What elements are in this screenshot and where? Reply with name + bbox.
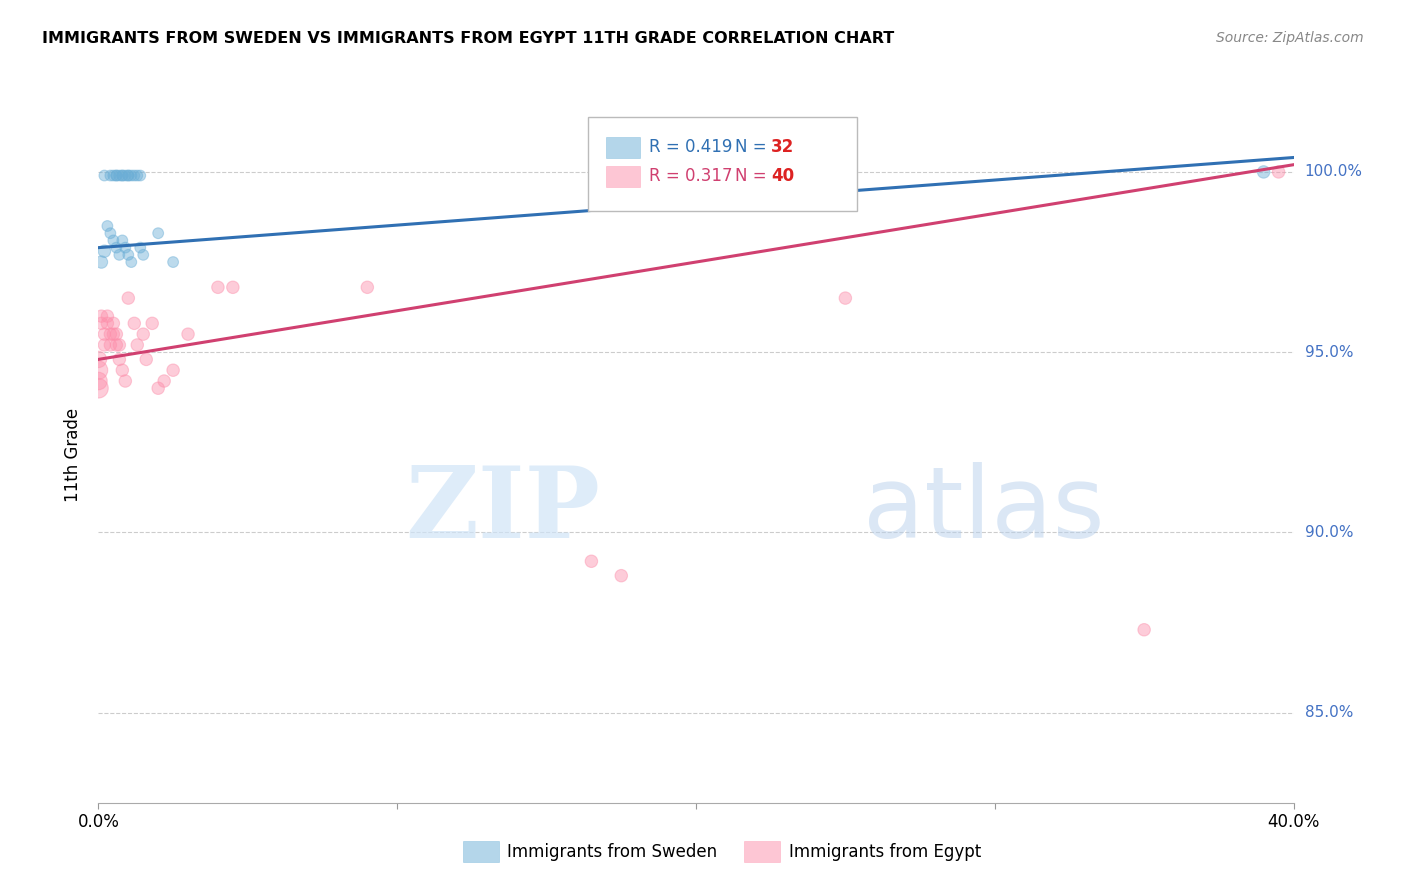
Point bbox=[105, 241, 128, 255]
Point bbox=[124, 316, 146, 330]
Point bbox=[117, 291, 139, 305]
Point bbox=[124, 169, 146, 183]
Point bbox=[132, 327, 155, 342]
Point bbox=[127, 338, 149, 352]
Point bbox=[129, 169, 152, 183]
Point bbox=[1267, 165, 1289, 179]
Point bbox=[120, 255, 142, 269]
Point bbox=[132, 248, 155, 262]
Point bbox=[111, 169, 134, 183]
Point bbox=[96, 309, 118, 323]
Text: atlas: atlas bbox=[863, 462, 1105, 559]
Point bbox=[108, 338, 131, 352]
Point bbox=[108, 169, 131, 183]
Text: 32: 32 bbox=[772, 137, 794, 156]
Point bbox=[127, 169, 149, 183]
Point bbox=[117, 248, 139, 262]
Point bbox=[103, 169, 125, 183]
Text: R = 0.419: R = 0.419 bbox=[650, 137, 733, 156]
Text: 100.0%: 100.0% bbox=[1305, 164, 1362, 179]
Point bbox=[105, 327, 128, 342]
Point bbox=[207, 280, 229, 294]
Point bbox=[356, 280, 378, 294]
Point bbox=[87, 352, 110, 367]
Point bbox=[111, 169, 134, 183]
Point bbox=[1133, 623, 1156, 637]
Point bbox=[111, 363, 134, 377]
Point bbox=[105, 169, 128, 183]
Point bbox=[162, 363, 184, 377]
Text: 90.0%: 90.0% bbox=[1305, 524, 1353, 540]
Point bbox=[90, 309, 112, 323]
Point bbox=[148, 381, 170, 395]
Point bbox=[96, 316, 118, 330]
FancyBboxPatch shape bbox=[588, 118, 858, 211]
Point bbox=[177, 327, 200, 342]
FancyBboxPatch shape bbox=[606, 166, 640, 187]
Point bbox=[834, 291, 856, 305]
Text: N =: N = bbox=[735, 137, 772, 156]
Point bbox=[87, 381, 110, 395]
Point bbox=[148, 226, 170, 240]
Point bbox=[117, 169, 139, 183]
Point bbox=[96, 219, 118, 233]
Point bbox=[93, 338, 115, 352]
Point bbox=[1253, 165, 1275, 179]
Text: 95.0%: 95.0% bbox=[1305, 344, 1353, 359]
Y-axis label: 11th Grade: 11th Grade bbox=[65, 408, 83, 502]
Point bbox=[108, 352, 131, 367]
Text: Source: ZipAtlas.com: Source: ZipAtlas.com bbox=[1216, 31, 1364, 45]
Text: N =: N = bbox=[735, 167, 772, 185]
Point bbox=[103, 234, 125, 248]
Point bbox=[98, 226, 122, 240]
Point bbox=[93, 169, 115, 183]
FancyBboxPatch shape bbox=[744, 841, 779, 862]
Point bbox=[114, 241, 136, 255]
Text: IMMIGRANTS FROM SWEDEN VS IMMIGRANTS FROM EGYPT 11TH GRADE CORRELATION CHART: IMMIGRANTS FROM SWEDEN VS IMMIGRANTS FRO… bbox=[42, 31, 894, 46]
Point bbox=[114, 374, 136, 388]
Point bbox=[820, 172, 842, 186]
Text: 85.0%: 85.0% bbox=[1305, 706, 1353, 720]
Point bbox=[98, 338, 122, 352]
Point bbox=[103, 327, 125, 342]
Point bbox=[162, 255, 184, 269]
Point bbox=[120, 169, 142, 183]
Text: 40: 40 bbox=[772, 167, 794, 185]
Point bbox=[105, 169, 128, 183]
Point bbox=[98, 169, 122, 183]
FancyBboxPatch shape bbox=[606, 137, 640, 158]
Text: Immigrants from Egypt: Immigrants from Egypt bbox=[789, 843, 981, 861]
Point bbox=[87, 374, 110, 388]
Text: Immigrants from Sweden: Immigrants from Sweden bbox=[508, 843, 717, 861]
Point bbox=[135, 352, 157, 367]
Point bbox=[117, 169, 139, 183]
Point bbox=[103, 316, 125, 330]
Point bbox=[98, 327, 122, 342]
Point bbox=[222, 280, 245, 294]
Text: ZIP: ZIP bbox=[405, 462, 600, 559]
Point bbox=[90, 255, 112, 269]
Point bbox=[90, 316, 112, 330]
Point bbox=[141, 316, 163, 330]
Point bbox=[129, 241, 152, 255]
Point bbox=[111, 234, 134, 248]
Point bbox=[153, 374, 176, 388]
Point bbox=[93, 327, 115, 342]
FancyBboxPatch shape bbox=[463, 841, 499, 862]
Text: R = 0.317: R = 0.317 bbox=[650, 167, 733, 185]
Point bbox=[93, 244, 115, 259]
Point bbox=[108, 248, 131, 262]
Point bbox=[610, 568, 633, 582]
Point bbox=[114, 169, 136, 183]
Point bbox=[581, 554, 603, 568]
Point bbox=[105, 338, 128, 352]
Point bbox=[87, 363, 110, 377]
